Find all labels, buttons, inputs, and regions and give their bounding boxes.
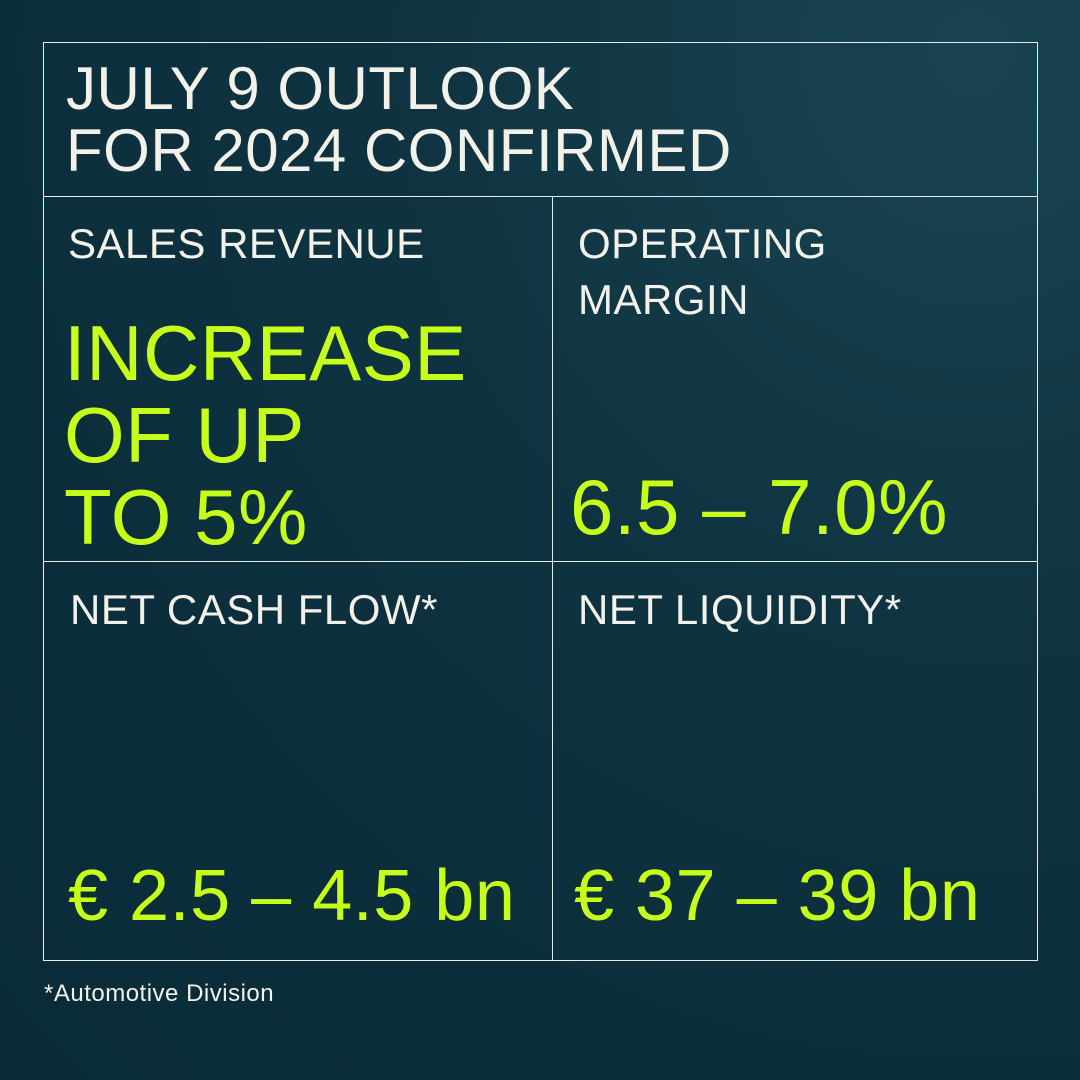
value-line: TO 5% [64,473,308,561]
title-line-1: JULY 9 OUTLOOK [66,55,575,122]
label-line: MARGIN [578,276,749,323]
label-line: OPERATING [578,220,827,267]
outlook-frame [43,42,1038,961]
value-line: INCREASE [64,309,467,397]
net-cash-flow-label: NET CASH FLOW* [70,586,438,633]
value-line: OF UP [64,391,305,479]
title-divider [43,196,1038,197]
title-line-2: FOR 2024 CONFIRMED [66,117,732,184]
operating-margin-value: 6.5 – 7.0% [570,463,948,551]
sales-revenue-label: SALES REVENUE [68,220,425,267]
column-divider [552,196,553,961]
sales-revenue-value: INCREASE OF UP TO 5% [64,312,467,558]
row-divider [43,561,1038,562]
footnote: *Automotive Division [44,980,275,1007]
net-liquidity-value: € 37 – 39 bn [574,856,981,936]
net-cash-flow-value: € 2.5 – 4.5 bn [68,856,516,936]
operating-margin-label: OPERATING MARGIN [578,216,827,328]
net-liquidity-label: NET LIQUIDITY* [578,586,902,633]
page-title: JULY 9 OUTLOOK FOR 2024 CONFIRMED [66,58,732,182]
